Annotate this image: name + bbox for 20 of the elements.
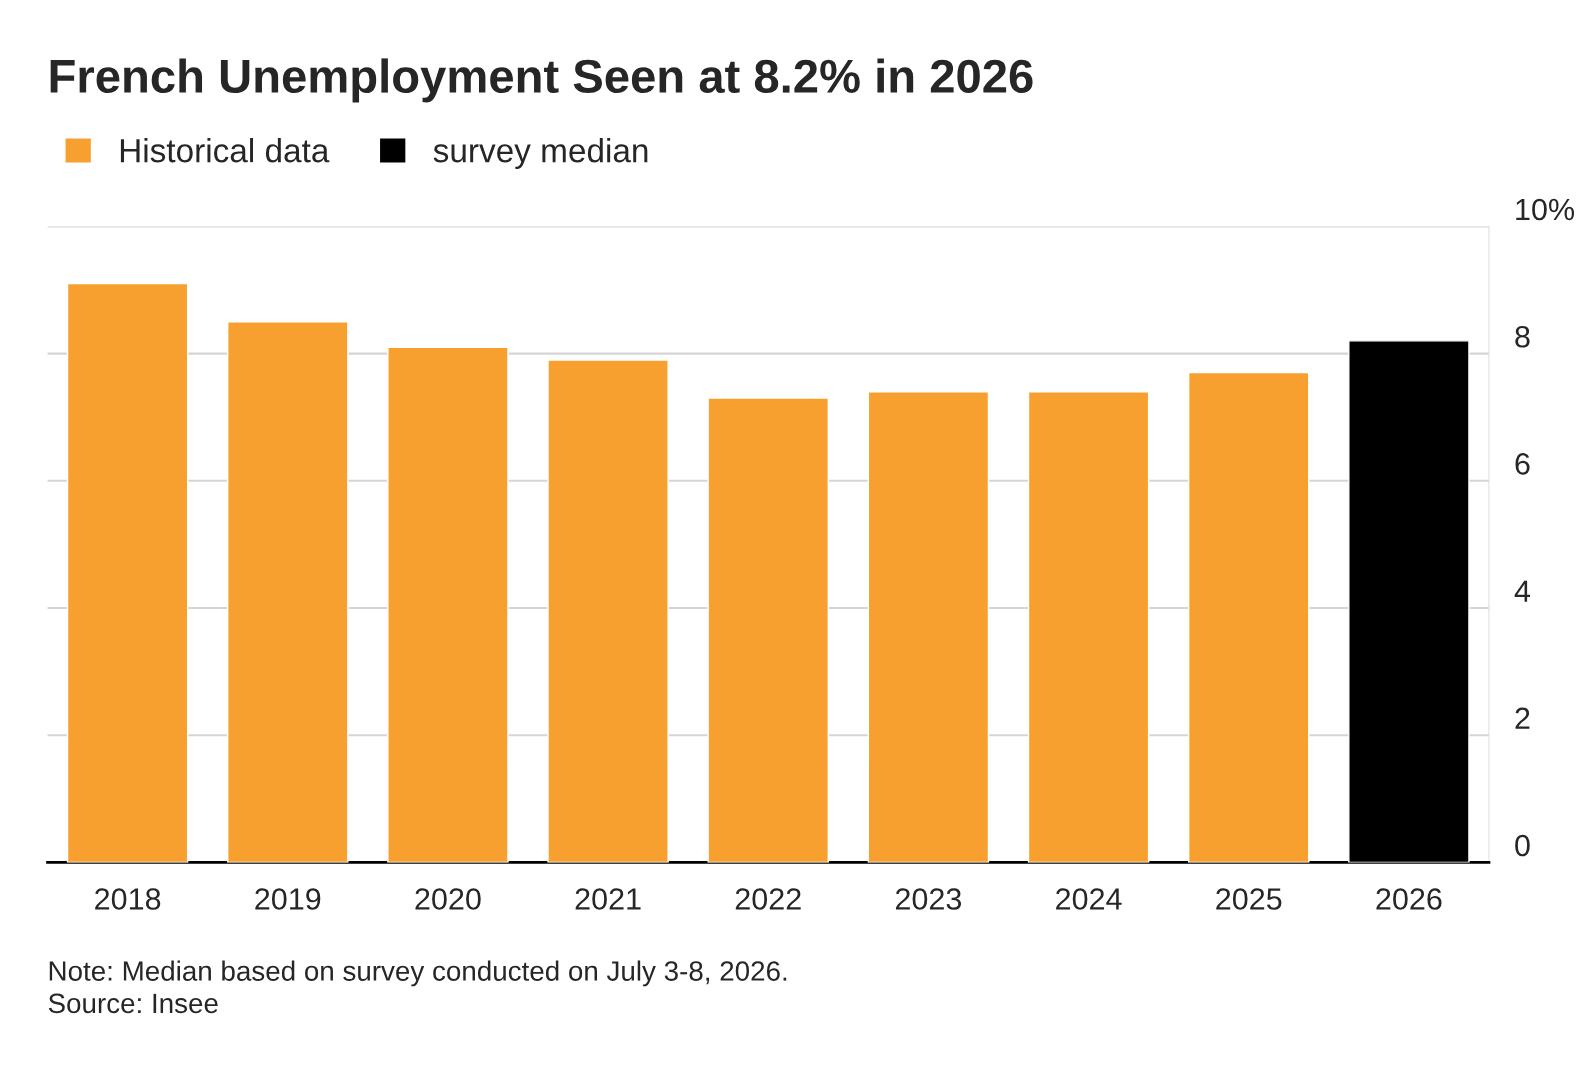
x-tick-label: 2024: [1056, 888, 1122, 910]
x-tick-label: 2018: [95, 888, 161, 910]
source-note: Source: Insee: [48, 993, 218, 1014]
x-tick-label: 2020: [415, 888, 481, 910]
y-tick-label: 0: [1515, 834, 1530, 857]
x-tick-label: 2026: [1376, 888, 1442, 910]
x-tick-label: 2019: [255, 888, 321, 910]
x-tick-label: 2023: [895, 888, 962, 910]
text: Note: Median based on survey conducted on July 3-8, 2026.: [49, 960, 787, 987]
y-tick-label: 6: [1515, 453, 1530, 475]
legend-label: Historical data: [120, 137, 330, 163]
y-tick-label: 8: [1515, 325, 1530, 348]
legend-label: survey median: [433, 137, 648, 170]
x-tick-label: 2022: [735, 888, 801, 910]
y-tick-label: 4: [1514, 580, 1531, 602]
chart-title: French Unemployment Seen at 8.2% in 2026: [50, 58, 1033, 103]
y-tick-label: 10%: [1516, 198, 1575, 221]
x-tick-label: 2025: [1216, 888, 1282, 910]
x-tick-label: 2021: [575, 888, 641, 910]
y-tick-label: 2: [1515, 707, 1530, 729]
